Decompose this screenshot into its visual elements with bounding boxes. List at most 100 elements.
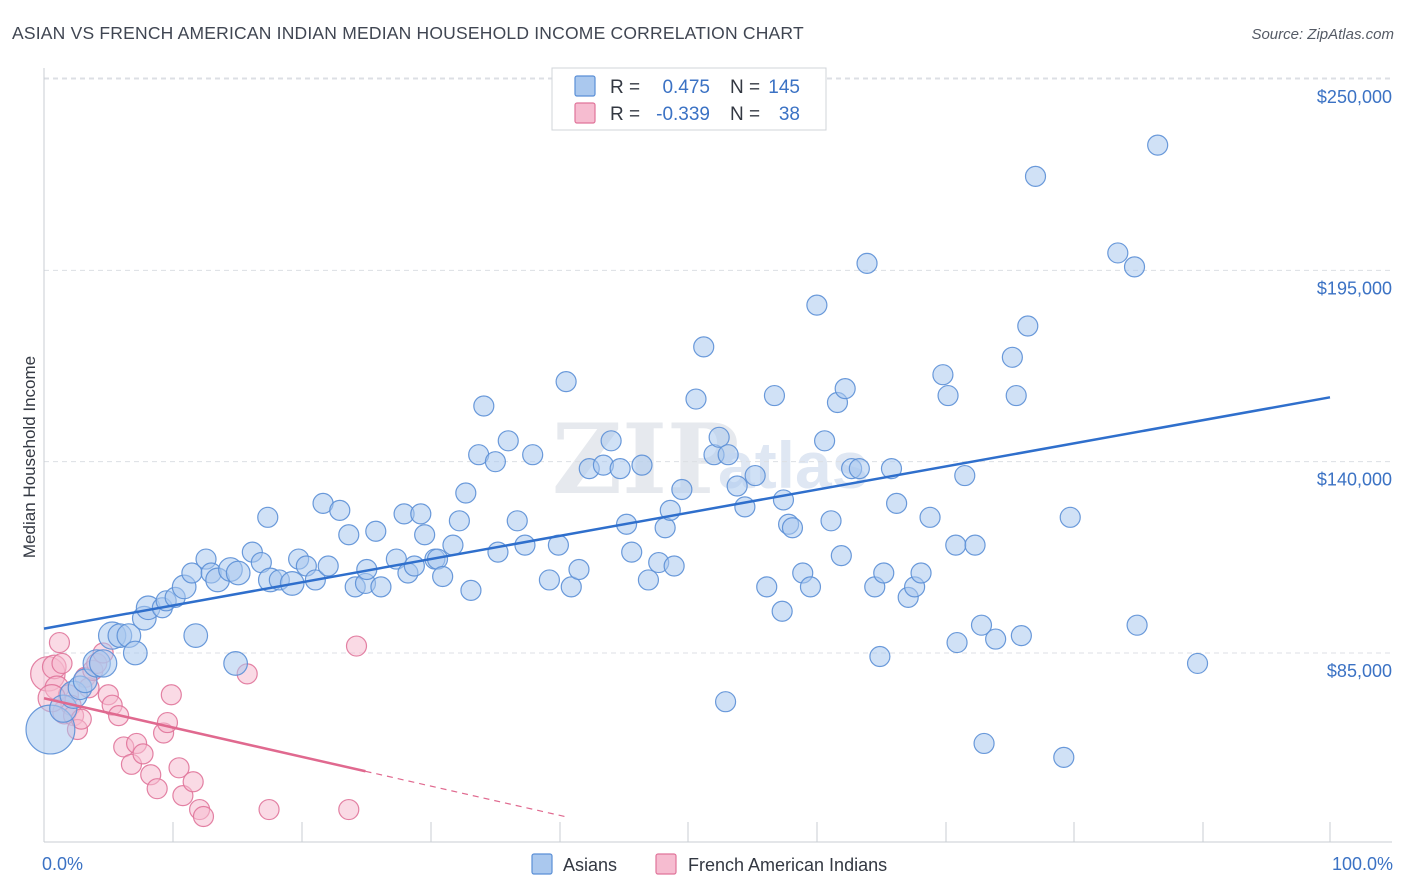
asian-point-87 bbox=[726, 475, 748, 497]
asian-point-60 bbox=[497, 430, 519, 452]
legend-n-value-asians: 145 bbox=[768, 77, 800, 98]
asian-point-119 bbox=[973, 732, 995, 755]
asian-point-58 bbox=[484, 451, 506, 473]
asian-point-18 bbox=[183, 623, 209, 649]
chart-title: ASIAN VS FRENCH AMERICAN INDIAN MEDIAN H… bbox=[12, 23, 804, 43]
y-tick-label-3: $250,000 bbox=[1317, 87, 1392, 107]
french-point-30 bbox=[182, 771, 204, 793]
x-tick-label-0: 0.0% bbox=[42, 854, 83, 874]
asian-point-98 bbox=[814, 430, 836, 452]
asian-point-80 bbox=[663, 555, 685, 577]
asian-point-113 bbox=[932, 364, 954, 386]
asian-point-27 bbox=[257, 506, 279, 528]
asian-point-46 bbox=[403, 555, 425, 577]
french-point-22 bbox=[132, 743, 154, 765]
asian-point-54 bbox=[455, 482, 477, 504]
y-tick-label-0: $85,000 bbox=[1327, 661, 1392, 681]
bottom-legend-swatch-asians bbox=[531, 853, 553, 875]
asian-point-88 bbox=[734, 496, 756, 518]
y-tick-label-2: $195,000 bbox=[1317, 278, 1392, 298]
y-tick-labels: $85,000 $140,000 $195,000 $250,000 bbox=[1317, 87, 1392, 681]
asian-point-118 bbox=[970, 614, 993, 636]
asian-point-53 bbox=[448, 510, 470, 532]
asian-point-36 bbox=[329, 499, 351, 521]
asian-point-51 bbox=[432, 565, 454, 588]
asian-point-124 bbox=[1017, 315, 1039, 337]
asian-point-117 bbox=[964, 534, 986, 556]
trend-line-french-extrapolated bbox=[365, 770, 565, 818]
y-tick-label-1: $140,000 bbox=[1317, 470, 1392, 490]
asian-point-67 bbox=[560, 576, 582, 598]
legend-n-label-asians: N = bbox=[730, 77, 760, 98]
legend-n-label-french: N = bbox=[730, 104, 760, 125]
asian-point-76 bbox=[637, 569, 660, 591]
asian-point-112 bbox=[919, 506, 941, 528]
bottom-legend-swatch-french-american-indians bbox=[655, 853, 677, 875]
x-tick-label-1: 100.0% bbox=[1332, 854, 1393, 874]
asian-point-120 bbox=[985, 628, 1007, 650]
bottom-legend: Asians French American Indians bbox=[531, 853, 887, 875]
bottom-legend-label-french: French American Indians bbox=[688, 855, 887, 875]
asian-point-123 bbox=[1010, 625, 1032, 647]
asian-point-99 bbox=[820, 510, 842, 532]
french-point-3 bbox=[48, 631, 71, 654]
asian-point-133 bbox=[714, 691, 737, 713]
asian-point-116 bbox=[954, 464, 976, 487]
legend: R = 0.475 N = 145 R = -0.339 N = 38 bbox=[551, 67, 827, 131]
asian-point-127 bbox=[1053, 746, 1075, 768]
asian-point-71 bbox=[600, 430, 622, 452]
asian-point-129 bbox=[1123, 256, 1146, 278]
series-french-american-indians bbox=[30, 631, 368, 828]
asian-point-91 bbox=[763, 384, 786, 407]
legend-swatch-french-american-indians bbox=[574, 102, 596, 124]
french-point-27 bbox=[160, 684, 182, 706]
asian-point-135 bbox=[946, 631, 968, 654]
asian-point-125 bbox=[1024, 165, 1047, 188]
asian-point-47 bbox=[410, 503, 432, 525]
asian-point-24 bbox=[225, 560, 251, 586]
asian-point-103 bbox=[848, 458, 870, 480]
asian-point-55 bbox=[460, 579, 482, 601]
bottom-legend-label-asians: Asians bbox=[563, 855, 617, 875]
asian-point-57 bbox=[473, 395, 495, 417]
asian-point-111 bbox=[910, 562, 932, 584]
legend-n-value-french: 38 bbox=[779, 104, 800, 125]
asian-point-126 bbox=[1059, 506, 1081, 528]
asian-point-96 bbox=[799, 576, 822, 598]
asian-point-83 bbox=[693, 336, 715, 358]
asian-point-68 bbox=[568, 558, 590, 581]
asian-point-23 bbox=[223, 651, 249, 676]
asian-point-92 bbox=[771, 600, 793, 622]
french-point-34 bbox=[258, 798, 280, 821]
french-point-35 bbox=[338, 798, 360, 821]
legend-r-value-french: -0.339 bbox=[656, 104, 710, 125]
legend-r-value-asians: 0.475 bbox=[662, 77, 710, 98]
series-asians bbox=[25, 134, 1209, 768]
asian-point-61 bbox=[506, 510, 528, 532]
asian-point-94 bbox=[781, 517, 804, 539]
asian-point-106 bbox=[873, 562, 895, 584]
asian-point-131 bbox=[1147, 134, 1169, 156]
french-point-26 bbox=[156, 711, 179, 734]
legend-swatch-asians bbox=[574, 75, 596, 97]
asian-point-10 bbox=[122, 640, 148, 666]
asian-point-52 bbox=[442, 534, 464, 556]
asian-point-81 bbox=[671, 478, 693, 501]
trend-line-asians bbox=[43, 396, 1331, 630]
asian-point-130 bbox=[1126, 614, 1148, 636]
trend-line-french bbox=[43, 697, 366, 773]
legend-box bbox=[551, 67, 827, 131]
asian-point-42 bbox=[370, 576, 392, 598]
asian-point-35 bbox=[317, 555, 339, 577]
asian-point-108 bbox=[886, 492, 908, 515]
asian-point-48 bbox=[414, 524, 436, 546]
asian-point-134 bbox=[869, 645, 891, 668]
asian-point-107 bbox=[880, 458, 903, 480]
asian-point-74 bbox=[621, 541, 643, 563]
asian-point-85 bbox=[708, 426, 730, 448]
asian-point-97 bbox=[806, 294, 828, 316]
asian-point-132 bbox=[1186, 652, 1209, 675]
asian-point-137 bbox=[772, 489, 795, 511]
french-point-24 bbox=[146, 778, 168, 800]
